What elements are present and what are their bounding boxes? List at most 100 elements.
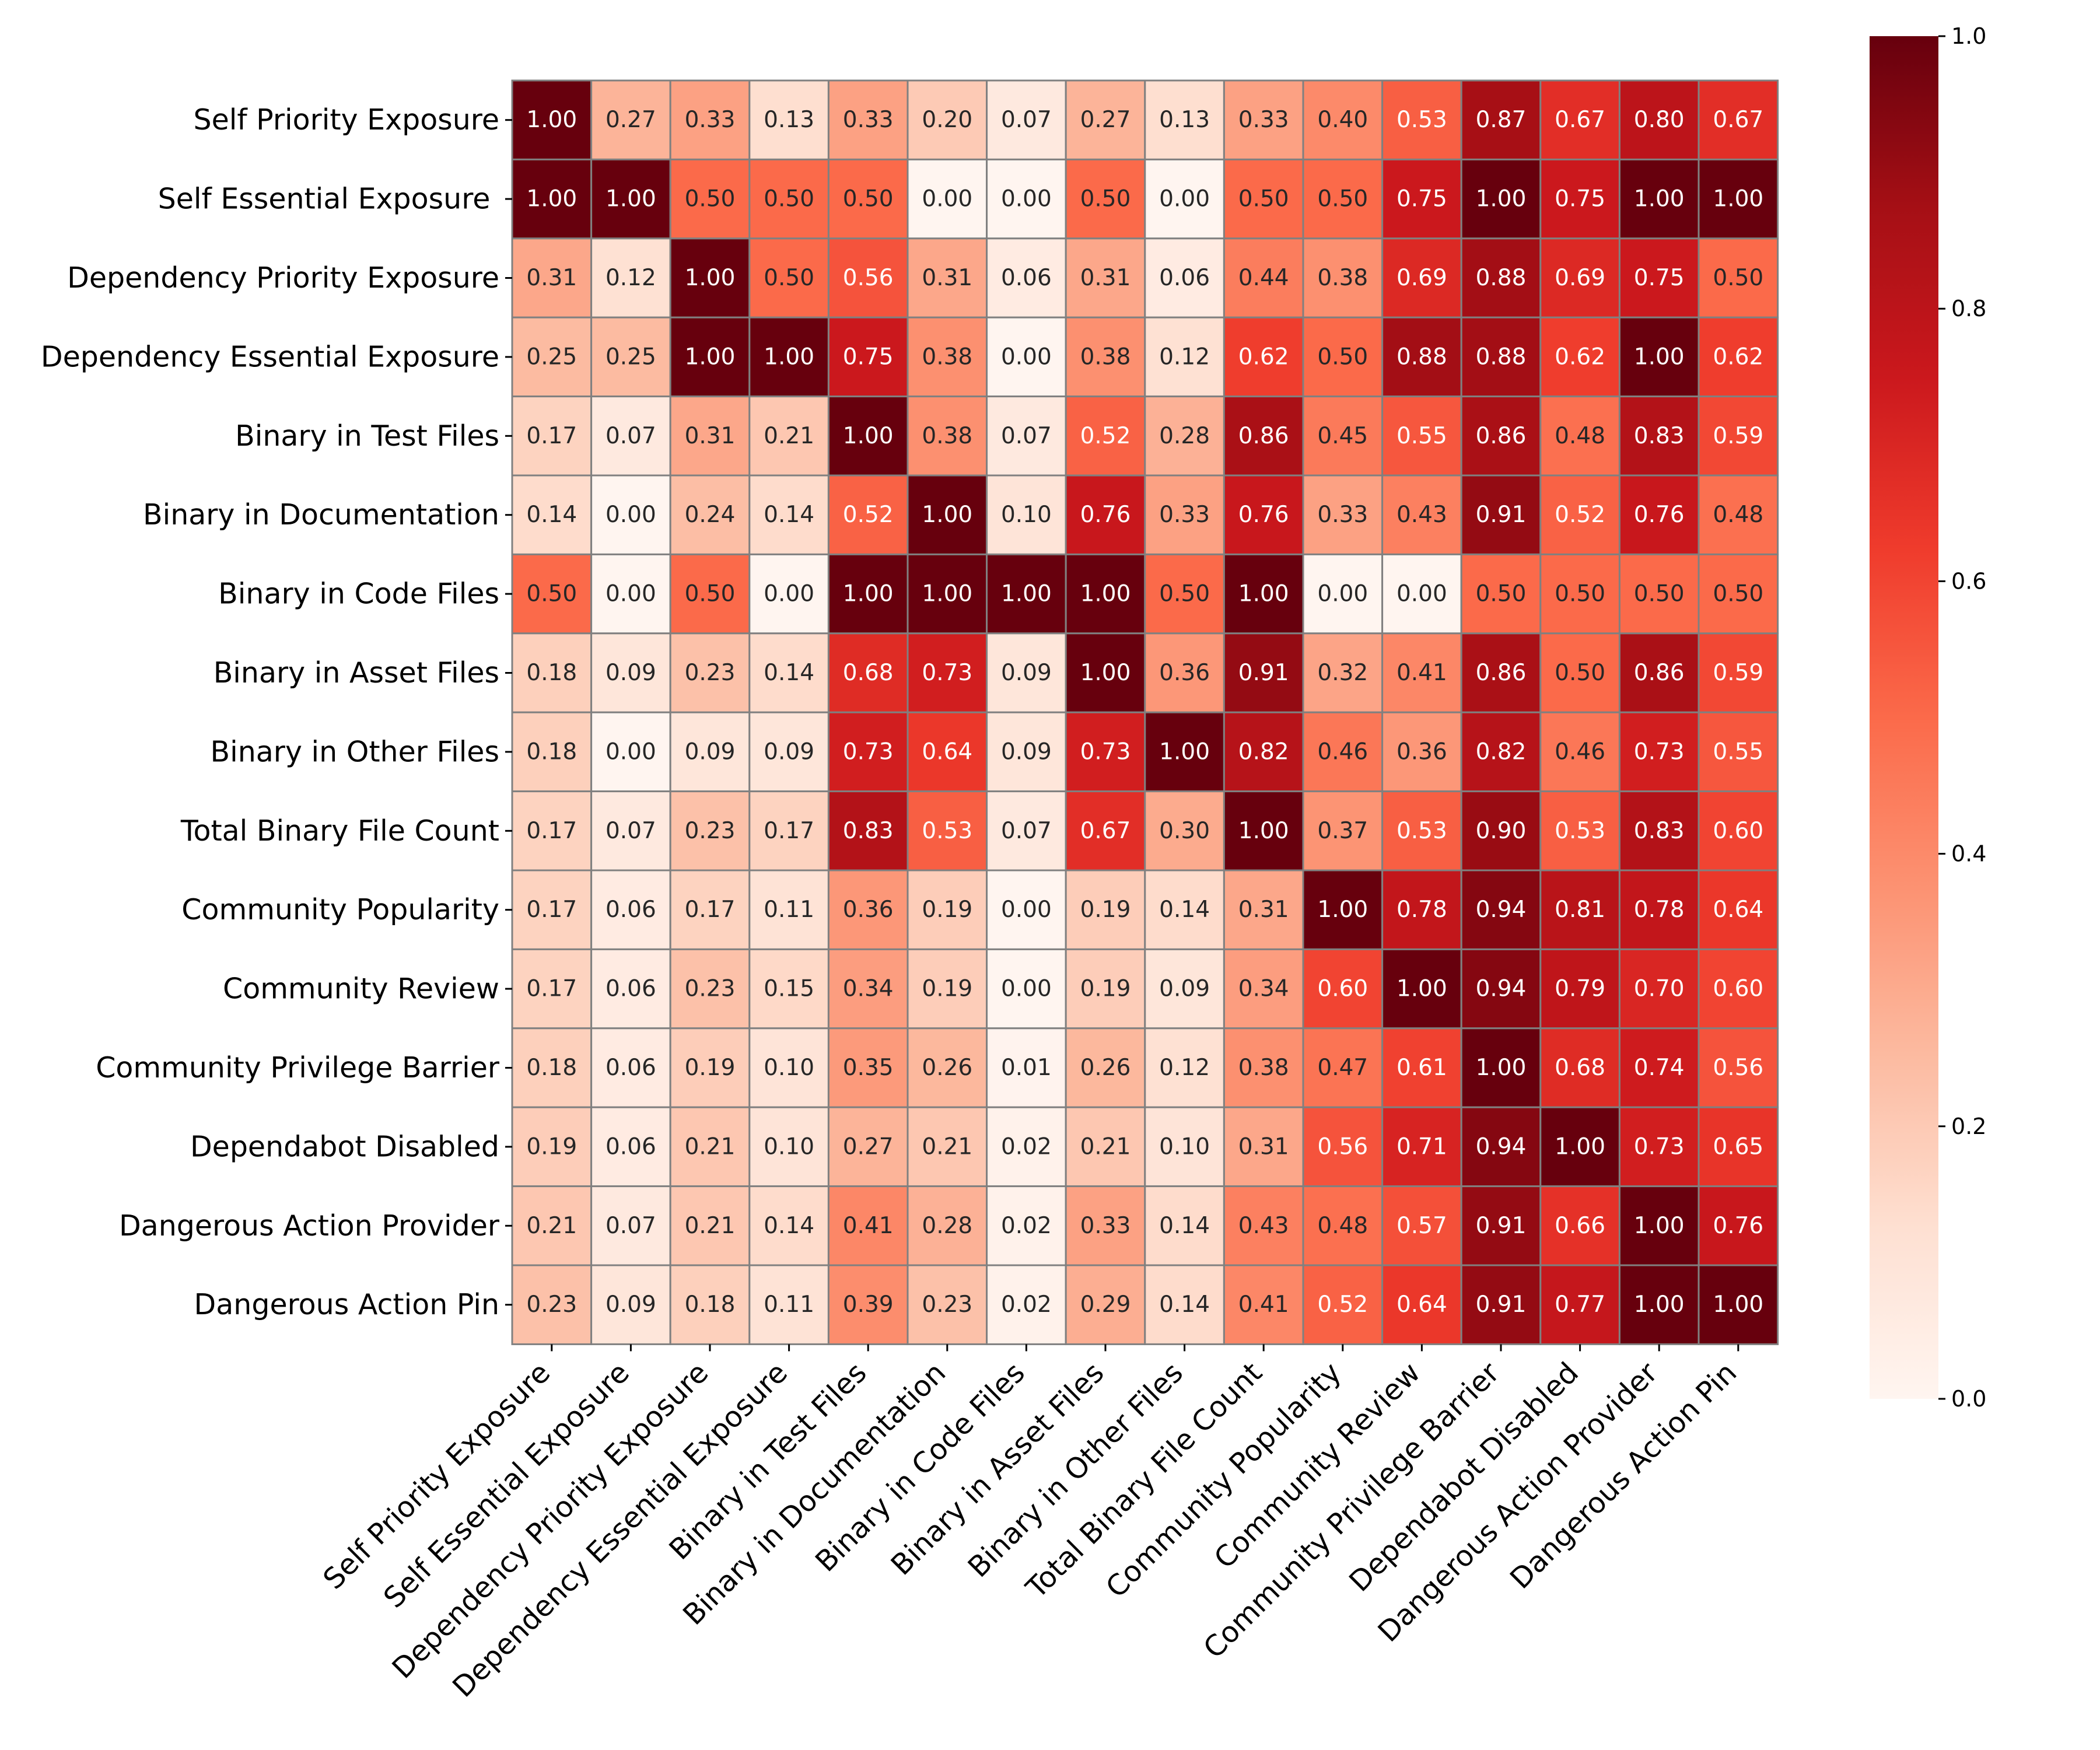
cell-value-label: 0.23	[526, 1292, 577, 1318]
heatmap-cell	[1618, 553, 1700, 635]
cell-value-label: 0.06	[1159, 265, 1210, 291]
cell-value-label: 0.50	[685, 186, 736, 212]
cell-value-label: 0.21	[685, 1133, 736, 1160]
heatmap-cell	[511, 158, 593, 240]
heatmap-cell	[1460, 237, 1542, 318]
cell-value-label: 0.35	[843, 1055, 894, 1081]
cell-value-label: 0.36	[1159, 660, 1210, 686]
cell-value-label: 0.82	[1238, 738, 1289, 765]
cell-value-label: 0.83	[1634, 818, 1685, 844]
cell-value-label: 0.07	[1001, 107, 1052, 133]
cell-value-label: 0.45	[1317, 423, 1368, 449]
cell-value-label: 0.59	[1713, 423, 1763, 449]
cell-value-label: 0.33	[1080, 1213, 1131, 1239]
cell-value-label: 0.71	[1396, 1133, 1447, 1160]
cell-value-label: 0.60	[1713, 818, 1763, 844]
cell-value-label: 1.00	[1396, 976, 1447, 1002]
cell-value-label: 0.26	[1080, 1055, 1131, 1081]
heatmap-cell	[907, 869, 988, 950]
cell-value-label: 0.14	[764, 502, 814, 528]
row-label: Self Essential Exposure	[158, 183, 499, 216]
heatmap-cell	[907, 237, 988, 318]
heatmap-cell	[1065, 869, 1146, 950]
heatmap-cell	[1223, 158, 1304, 240]
cell-value-label: 0.50	[685, 581, 736, 607]
cell-value-label: 0.09	[1159, 976, 1210, 1002]
heatmap-cell	[986, 158, 1067, 240]
heatmap-cell	[590, 1027, 671, 1108]
cell-value-label: 0.00	[606, 738, 656, 765]
cell-value-label: 0.31	[685, 423, 736, 449]
cell-value-label: 0.86	[1476, 660, 1527, 686]
cell-value-label: 0.07	[606, 423, 656, 449]
heatmap-cell	[1698, 158, 1779, 240]
heatmap-cell	[1539, 1185, 1620, 1266]
cell-value-label: 0.21	[1080, 1133, 1131, 1160]
cell-value-label: 0.52	[843, 502, 894, 528]
heatmap-cell	[986, 553, 1067, 635]
heatmap-cell	[1302, 632, 1384, 713]
cell-value-label: 0.50	[843, 186, 894, 212]
cell-value-label: 0.88	[1476, 344, 1527, 370]
cell-value-label: 0.27	[843, 1133, 894, 1160]
cell-value-label: 0.00	[1001, 976, 1052, 1002]
heatmap-cell	[1539, 1106, 1620, 1188]
heatmap-cell	[1144, 396, 1225, 477]
colorbar: 0.0 0.2 0.4 0.6 0.8 1.0	[1870, 23, 1986, 1412]
heatmap-cell	[827, 474, 909, 555]
cell-value-label: 1.00	[1634, 1213, 1685, 1239]
heatmap-cell	[1698, 948, 1779, 1030]
heatmap-cell	[1618, 869, 1700, 950]
heatmap-cell	[590, 158, 671, 240]
heatmap-cell	[748, 1106, 830, 1188]
cell-value-label: 0.73	[1634, 1133, 1685, 1160]
cell-value-label: 0.09	[1001, 660, 1052, 686]
heatmap-cell	[1460, 1106, 1542, 1188]
cell-value-label: 0.48	[1555, 423, 1605, 449]
heatmap-cell	[669, 1185, 751, 1266]
cell-value-label: 0.17	[526, 423, 577, 449]
heatmap-cell	[669, 316, 751, 398]
heatmap-cell	[1698, 396, 1779, 477]
heatmap-cell	[669, 1027, 751, 1108]
heatmap-cell	[669, 553, 751, 635]
cell-value-label: 0.87	[1476, 107, 1527, 133]
cell-value-label: 0.36	[843, 897, 894, 923]
cell-value-label: 0.07	[606, 1213, 656, 1239]
cell-value-label: 0.91	[1238, 660, 1289, 686]
cell-value-label: 0.70	[1634, 976, 1685, 1002]
cell-value-label: 0.76	[1634, 502, 1685, 528]
cell-value-label: 0.48	[1317, 1213, 1368, 1239]
cell-value-label: 0.44	[1238, 265, 1289, 291]
cell-value-label: 0.40	[1317, 107, 1368, 133]
cell-value-label: 0.07	[1001, 423, 1052, 449]
row-labels: Self Priority Exposure Self Essential Exp…	[41, 103, 512, 1321]
cell-value-label: 1.00	[1476, 186, 1527, 212]
heatmap-cell	[986, 1264, 1067, 1345]
cell-value-label: 0.53	[922, 818, 972, 844]
cell-value-label: 0.38	[1238, 1055, 1289, 1081]
heatmap-cell	[1302, 553, 1384, 635]
heatmap-cell	[1144, 1264, 1225, 1345]
cell-value-label: 1.00	[1080, 581, 1131, 607]
heatmap-cell	[1223, 948, 1304, 1030]
cell-value-label: 0.29	[1080, 1292, 1131, 1318]
cell-value-label: 0.56	[1713, 1055, 1763, 1081]
heatmap-cell	[1223, 79, 1304, 160]
cell-value-label: 1.00	[922, 581, 972, 607]
cell-value-label: 0.53	[1396, 107, 1447, 133]
heatmap-cell	[1539, 396, 1620, 477]
cell-value-label: 0.75	[1396, 186, 1447, 212]
heatmap-cell	[1618, 632, 1700, 713]
heatmap-cell	[986, 237, 1067, 318]
cell-value-label: 0.21	[764, 423, 814, 449]
heatmap-cell	[1539, 869, 1620, 950]
cell-value-label: 0.47	[1317, 1055, 1368, 1081]
heatmap-cell	[1539, 316, 1620, 398]
heatmap-cell	[1065, 1106, 1146, 1188]
colorbar-tick-label: 0.8	[1951, 296, 1986, 321]
cell-value-label: 0.50	[1238, 186, 1289, 212]
cell-value-label: 0.82	[1476, 738, 1527, 765]
cell-value-label: 0.30	[1159, 818, 1210, 844]
cell-value-label: 0.36	[1396, 738, 1447, 765]
